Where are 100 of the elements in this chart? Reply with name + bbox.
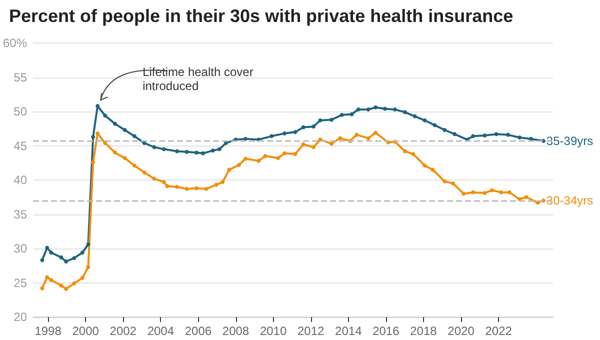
point — [40, 258, 44, 262]
y-tick-label: 50 — [14, 104, 28, 118]
y-tick-label: 60% — [2, 36, 28, 50]
point — [122, 128, 127, 132]
point — [72, 281, 76, 286]
point — [80, 276, 84, 280]
point — [518, 197, 522, 202]
point — [518, 136, 522, 140]
point — [59, 283, 64, 288]
point — [529, 136, 534, 141]
point — [494, 132, 498, 136]
point — [91, 160, 96, 164]
x-tick-label: 2018 — [410, 324, 438, 338]
point — [482, 191, 487, 196]
point — [432, 123, 437, 128]
point — [318, 118, 322, 122]
point — [263, 154, 268, 158]
point — [45, 275, 50, 280]
point — [204, 186, 208, 191]
chart-title: Percent of people in their 30s with private health insurance — [9, 6, 514, 26]
point — [184, 186, 189, 191]
point — [356, 107, 360, 112]
series-label: 30-34yrs — [546, 194, 594, 208]
point — [244, 156, 248, 161]
point — [422, 164, 427, 168]
point — [471, 190, 476, 194]
x-tick-label: 1998 — [34, 324, 62, 338]
point — [201, 151, 206, 156]
point — [64, 260, 68, 264]
point — [210, 148, 215, 153]
point — [402, 110, 407, 114]
x-tick-label: 2000 — [72, 324, 100, 338]
point — [340, 112, 344, 117]
point — [96, 104, 100, 108]
point — [91, 134, 96, 139]
point — [96, 131, 100, 136]
point — [311, 145, 316, 150]
point — [165, 184, 170, 188]
y-tick-label: 20 — [14, 310, 28, 324]
y-tick-label: 55 — [14, 70, 28, 84]
point — [220, 180, 225, 184]
point — [49, 278, 54, 282]
point — [162, 147, 166, 152]
point — [462, 192, 466, 196]
x-tick-label: 2016 — [372, 324, 400, 338]
point — [318, 138, 322, 142]
point — [442, 179, 447, 184]
point — [236, 162, 241, 167]
point — [430, 168, 435, 172]
point — [122, 156, 127, 160]
point — [311, 124, 316, 129]
point — [482, 133, 487, 138]
point — [49, 250, 54, 255]
point — [402, 149, 407, 154]
point — [366, 136, 370, 140]
point — [329, 142, 334, 146]
point — [86, 264, 90, 269]
point — [366, 107, 370, 112]
point — [412, 114, 417, 118]
point — [217, 147, 222, 152]
x-tick-label: 2014 — [335, 324, 362, 338]
point — [490, 188, 494, 192]
point — [507, 190, 512, 194]
point — [422, 118, 427, 122]
x-tick-label: 2006 — [184, 324, 212, 338]
y-tick-label: 35 — [14, 207, 28, 222]
point — [442, 128, 447, 132]
point — [374, 130, 378, 135]
point — [162, 180, 166, 184]
point — [524, 195, 528, 200]
point — [175, 184, 179, 189]
point — [59, 255, 64, 260]
point — [329, 118, 334, 122]
point — [451, 181, 456, 186]
x-tick-label: 2020 — [448, 324, 475, 338]
point — [499, 190, 504, 194]
point — [301, 142, 306, 146]
x-tick-label: 2002 — [110, 324, 137, 338]
x-tick-label: 2004 — [147, 324, 174, 338]
point — [256, 158, 261, 163]
point — [80, 250, 84, 255]
point — [282, 151, 287, 156]
point — [184, 150, 189, 154]
y-tick-label: 30 — [14, 242, 28, 256]
point — [152, 176, 156, 181]
point — [392, 107, 397, 112]
point — [175, 149, 179, 154]
point — [374, 105, 378, 110]
point — [86, 242, 90, 246]
point — [227, 168, 232, 172]
series-label: 35-39yrs — [546, 134, 594, 148]
point — [350, 112, 354, 116]
point — [113, 150, 118, 155]
x-tick-label: 2008 — [222, 324, 250, 338]
point — [132, 134, 136, 138]
point — [132, 164, 136, 168]
point — [270, 134, 274, 138]
point — [214, 182, 218, 187]
y-tick-label: 25 — [14, 276, 28, 290]
point — [452, 132, 457, 136]
